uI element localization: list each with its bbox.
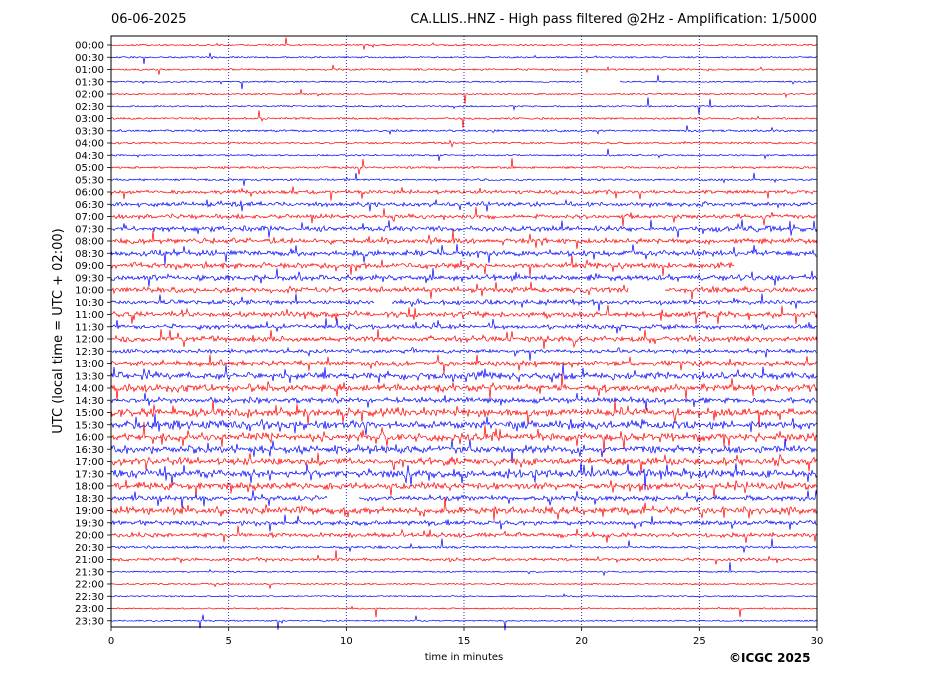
trace-row [110, 293, 818, 312]
y-tick-label: 14:00 [75, 384, 104, 395]
y-tick-label: 12:00 [75, 335, 104, 346]
trace-row [110, 490, 818, 508]
x-tick-label: 5 [225, 636, 231, 647]
trace-row [110, 561, 818, 577]
x-axis-label: time in minutes [425, 652, 504, 663]
y-tick-label: 04:30 [75, 151, 104, 162]
trace-row [110, 413, 818, 436]
y-tick-label: 19:00 [75, 506, 104, 517]
x-tick-label: 20 [575, 636, 588, 647]
y-tick-label: 11:00 [75, 310, 104, 321]
trace-row [110, 354, 818, 374]
trace-row [110, 158, 817, 175]
y-tick-label: 09:00 [75, 261, 104, 272]
x-ticks: 0 5 10 15 20 25 30 [108, 627, 824, 647]
trace-row [110, 110, 818, 128]
chart-title: CA.LLIS..HNZ - High pass filtered @2Hz -… [410, 12, 817, 27]
y-tick-label: 05:00 [75, 163, 104, 174]
trace-row [110, 605, 818, 618]
trace-row [110, 582, 818, 589]
y-tick-label: 07:00 [75, 212, 104, 223]
y-tick-label: 02:30 [75, 102, 104, 113]
y-tick-label: 12:30 [75, 347, 104, 358]
y-tick-label: 18:30 [75, 494, 104, 505]
y-tick-label: 23:00 [75, 604, 104, 615]
trace-row [110, 421, 818, 454]
trace-row [110, 148, 818, 161]
x-tick-label: 15 [458, 636, 471, 647]
y-tick-label: 11:30 [75, 322, 104, 333]
y-tick-label: 10:30 [75, 298, 104, 309]
y-tick-label: 16:30 [75, 445, 104, 456]
y-tick-label: 06:30 [75, 200, 104, 211]
y-tick-label: 07:30 [75, 224, 104, 235]
y-tick-label: 15:00 [75, 408, 104, 419]
trace-row [110, 392, 818, 411]
y-tick-label: 00:30 [75, 53, 104, 64]
y-tick-label: 02:00 [75, 90, 104, 101]
y-tick-label: 00:00 [75, 41, 104, 52]
y-tick-label: 22:30 [75, 592, 104, 603]
y-tick-label: 22:00 [75, 580, 104, 591]
y-tick-label: 09:30 [75, 273, 104, 284]
y-tick-label: 13:30 [75, 371, 104, 382]
y-tick-label: 19:30 [75, 518, 104, 529]
plot-frame [110, 35, 818, 628]
y-tick-label: 23:30 [75, 616, 104, 627]
y-tick-label: 21:30 [75, 567, 104, 578]
y-tick-label: 05:30 [75, 175, 104, 186]
y-tick-label: 01:00 [75, 65, 104, 76]
y-tick-label: 15:30 [75, 420, 104, 431]
trace-row [110, 267, 818, 287]
y-tick-label: 08:30 [75, 249, 104, 260]
y-tick-label: 17:00 [75, 457, 104, 468]
y-tick-label: 04:00 [75, 139, 104, 150]
copyright-label: ©ICGC 2025 [729, 651, 811, 665]
y-tick-label: 20:00 [75, 531, 104, 542]
trace-row [110, 593, 818, 598]
x-tick-label: 30 [811, 636, 824, 647]
trace-row [110, 462, 818, 491]
y-axis-label: UTC (local time = UTC + 02:00) [51, 228, 66, 433]
y-tick-label: 01:30 [75, 77, 104, 88]
x-tick-label: 10 [340, 636, 353, 647]
y-tick-label: 08:00 [75, 237, 104, 248]
trace-row [110, 255, 735, 277]
date-label: 06-06-2025 [111, 12, 187, 27]
y-tick-label: 10:00 [75, 286, 104, 297]
trace-row [110, 400, 818, 428]
trace-row [110, 139, 818, 148]
grid-lines [228, 36, 700, 627]
x-tick-label: 0 [108, 636, 114, 647]
y-tick-label: 16:00 [75, 433, 104, 444]
trace-row [110, 496, 818, 521]
trace-row [110, 281, 818, 300]
y-tick-label: 21:00 [75, 555, 104, 566]
y-tick-label: 14:30 [75, 396, 104, 407]
trace-row [110, 479, 818, 499]
y-tick-label: 06:00 [75, 188, 104, 199]
y-tick-label: 13:00 [75, 359, 104, 370]
y-tick-label: 18:00 [75, 482, 104, 493]
trace-row [110, 318, 818, 334]
y-tick-label: 03:30 [75, 126, 104, 137]
y-tick-label: 17:30 [75, 469, 104, 480]
x-tick-label: 25 [693, 636, 706, 647]
y-tick-label: 03:00 [75, 114, 104, 125]
y-tick-label: 20:30 [75, 543, 104, 554]
